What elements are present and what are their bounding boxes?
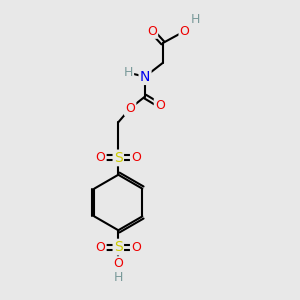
Text: O: O [131, 152, 141, 164]
Text: H: H [114, 271, 123, 284]
Text: O: O [147, 25, 157, 38]
Text: O: O [125, 102, 135, 115]
Text: O: O [131, 241, 141, 254]
Text: H: H [191, 13, 200, 26]
Text: O: O [95, 152, 105, 164]
Text: O: O [113, 257, 123, 270]
Text: O: O [155, 99, 165, 112]
Text: S: S [114, 240, 123, 254]
Text: N: N [140, 70, 150, 84]
Text: O: O [180, 25, 190, 38]
Text: S: S [114, 151, 123, 165]
Text: O: O [95, 241, 105, 254]
Text: H: H [124, 66, 133, 79]
